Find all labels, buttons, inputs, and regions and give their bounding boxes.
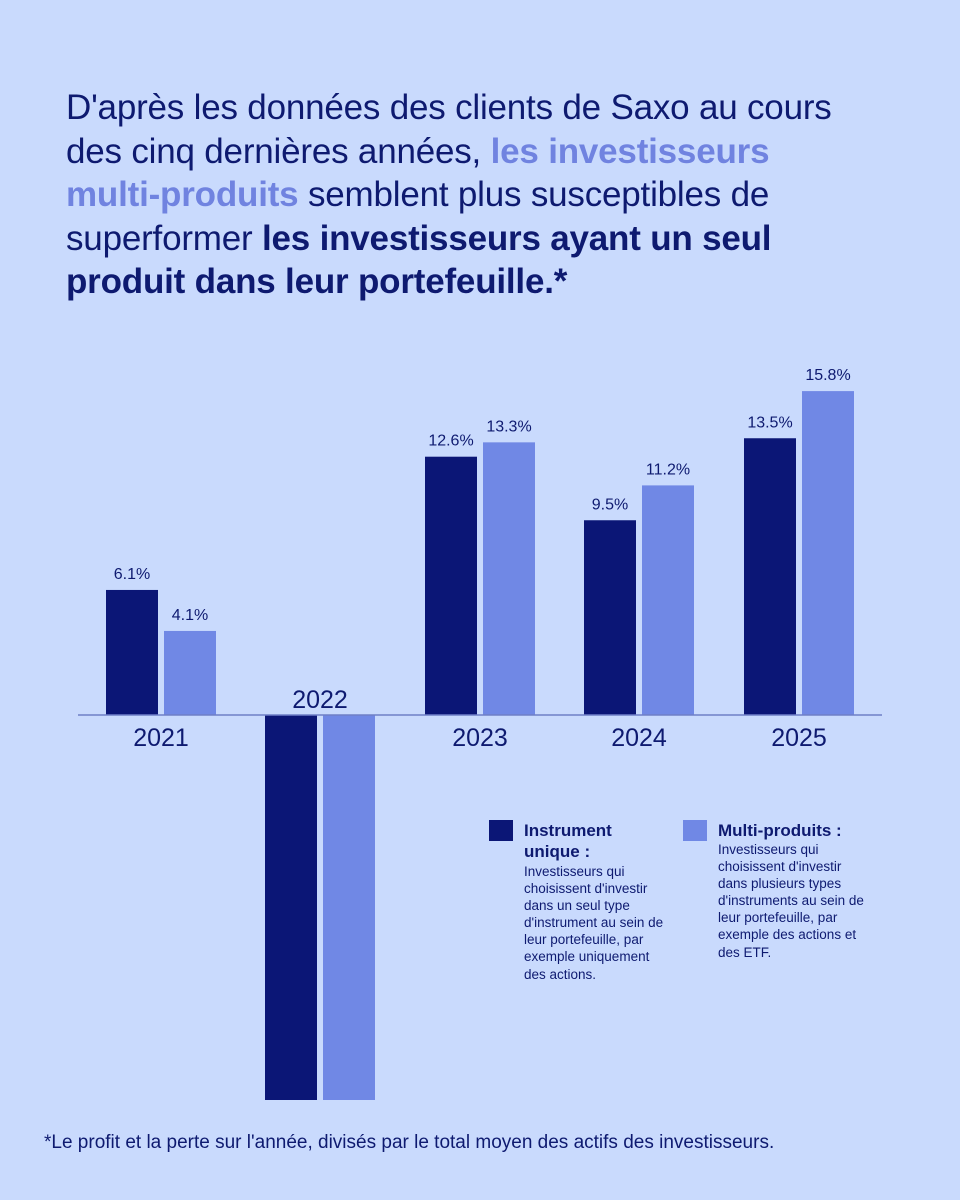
- data-label-instrument-unique-2023: 12.6%: [428, 433, 473, 450]
- bar-multi-produits-2021: [164, 630, 216, 715]
- x-tick-label-2021: 2021: [133, 724, 189, 752]
- x-tick-label-2024: 2024: [611, 724, 667, 752]
- x-tick-label-2023: 2023: [452, 724, 508, 752]
- bar-instrument-unique-2023: [425, 456, 477, 715]
- data-label-instrument-unique-2025: 13.5%: [747, 414, 792, 431]
- bar-instrument-unique-2025: [744, 438, 796, 715]
- data-label-multi-produits-2021: 4.1%: [172, 607, 208, 624]
- bar-multi-produits-2024: [642, 485, 694, 715]
- legend-title-instrument-unique: Instrument unique :: [524, 821, 612, 861]
- legend-swatch-multi-produits: [683, 820, 707, 841]
- headline-part1: D'après les données des clients de Saxo …: [66, 88, 832, 171]
- x-tick-label-2022: 2022: [292, 686, 348, 714]
- bar-instrument-unique-2022: [265, 715, 317, 1100]
- headline: D'après les données des clients de Saxo …: [66, 86, 866, 304]
- data-label-multi-produits-2024: 11.2%: [646, 461, 690, 478]
- legend-description-multi-produits: Investisseurs qui choisissent d'investir…: [718, 842, 864, 960]
- headline-highlight-multi: les investisseurs multi-produits: [66, 131, 770, 215]
- headline-highlight-single: les investisseurs ayant un seul produit …: [66, 218, 772, 302]
- data-label-instrument-unique-2021: 6.1%: [114, 566, 150, 583]
- bar-multi-produits-2023: [483, 442, 535, 715]
- x-tick-label-2025: 2025: [771, 724, 827, 752]
- bar-instrument-unique-2024: [584, 520, 636, 715]
- bar-multi-produits-2022: [323, 715, 375, 1100]
- data-label-instrument-unique-2024: 9.5%: [592, 496, 628, 513]
- bar-multi-produits-2025: [802, 391, 854, 715]
- bar-instrument-unique-2021: [106, 589, 158, 715]
- legend-title-multi-produits: Multi-produits :: [718, 821, 842, 840]
- bar-chart: 6.1%4.1%2021-22.7%-21%202212.6%13.3%2023…: [78, 367, 882, 1100]
- data-label-multi-produits-2023: 13.3%: [486, 418, 531, 435]
- footnote: *Le profit et la perte sur l'année, divi…: [44, 1132, 775, 1153]
- legend-swatch-instrument-unique: [489, 820, 513, 841]
- headline-part2: semblent plus susceptibles de superforme…: [66, 175, 770, 258]
- legend-description-instrument-unique: Investisseurs qui choisissent d'investir…: [524, 864, 664, 982]
- data-label-multi-produits-2025: 15.8%: [805, 367, 850, 384]
